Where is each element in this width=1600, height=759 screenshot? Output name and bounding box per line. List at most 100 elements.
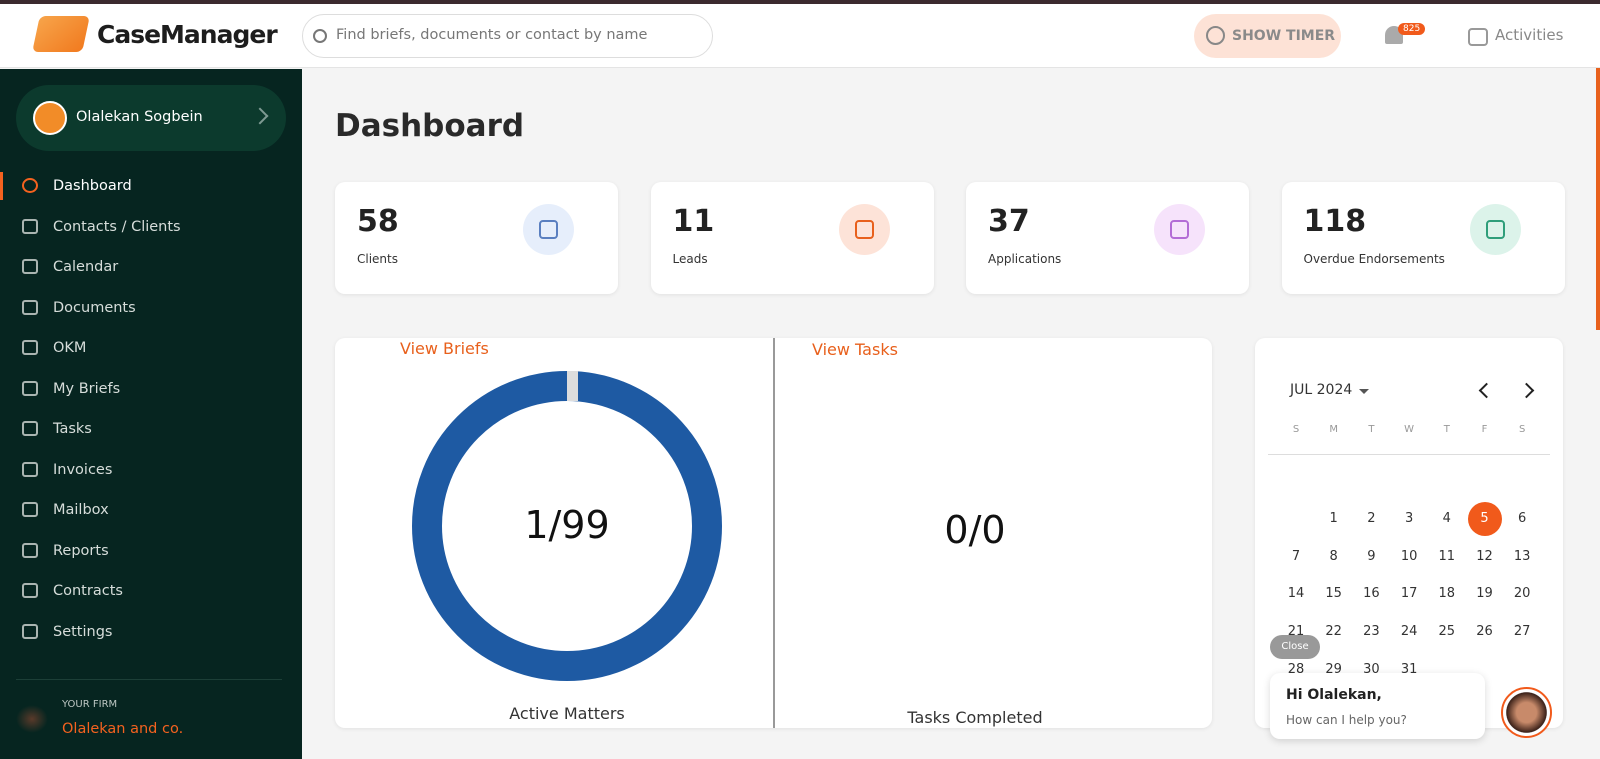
menu-item[interactable]: OKM	[0, 328, 302, 368]
stat-label: Leads	[672, 252, 708, 266]
activities-link[interactable]: Activities	[1495, 26, 1564, 44]
calendar-day[interactable]: 4	[1442, 511, 1451, 526]
stat-card[interactable]: 58 Clients	[335, 182, 618, 294]
calendar-day[interactable]: 16	[1363, 586, 1380, 602]
calendar-day[interactable]: 11	[1438, 548, 1456, 564]
calendar-day[interactable]: 20	[1513, 586, 1531, 602]
stat-card[interactable]: 11 Leads	[650, 182, 934, 294]
menu-item[interactable]: Reports	[0, 531, 302, 571]
menu-icon	[22, 502, 38, 517]
stat-label: Applications	[988, 252, 1062, 266]
firm-name[interactable]: Olalekan and co.	[62, 721, 184, 737]
calendar-day[interactable]: 25	[1438, 624, 1456, 640]
next-month[interactable]	[1518, 382, 1535, 399]
calendar-day[interactable]: 14	[1287, 586, 1305, 602]
chat-bubble[interactable]: Hi Olalekan, How can I help you?	[1270, 673, 1485, 739]
briefs-donut	[412, 371, 722, 681]
firm-logo	[16, 705, 48, 733]
menu-icon	[22, 623, 38, 639]
calendar-day[interactable]: 12	[1476, 548, 1493, 564]
user-name: Olalekan Sogbein	[76, 109, 203, 125]
scrollbar	[1596, 68, 1600, 330]
stat-icon	[523, 204, 574, 255]
calendar-day[interactable]: 7	[1291, 548, 1301, 564]
menu-icon	[22, 299, 38, 315]
view-tasks-link[interactable]: View Tasks	[812, 340, 898, 359]
user-avatar	[33, 101, 67, 135]
header: CaseManager Find briefs, documents or co…	[0, 4, 1600, 68]
menu-item[interactable]: Contracts	[0, 571, 302, 611]
weekday: S	[1292, 424, 1300, 435]
calendar-month[interactable]: JUL 2024	[1290, 382, 1353, 398]
briefs-caption: Active Matters	[509, 704, 625, 723]
stat-value: 37	[988, 204, 1030, 239]
calendar-day[interactable]: 17	[1400, 586, 1418, 602]
stat-glyph	[539, 220, 558, 239]
calendar-day[interactable]: 18	[1438, 586, 1456, 602]
calendar-day[interactable]: 9	[1367, 548, 1376, 564]
stat-glyph	[1170, 220, 1189, 239]
summary-panel: View Briefs 1/99 Active Matters View Tas…	[335, 338, 1212, 728]
stat-icon	[1469, 204, 1521, 255]
menu-item[interactable]: Settings	[0, 612, 302, 652]
calendar-divider	[1268, 454, 1550, 455]
chat-prompt: How can I help you?	[1286, 713, 1407, 727]
stat-value: 11	[672, 204, 715, 239]
calendar-day[interactable]: 3	[1404, 511, 1414, 526]
panel-divider	[773, 338, 775, 728]
prev-month[interactable]	[1478, 382, 1495, 399]
chat-avatar[interactable]	[1501, 687, 1552, 738]
view-briefs-link[interactable]: View Briefs	[400, 339, 489, 358]
chat-close[interactable]: Close	[1270, 635, 1320, 659]
calendar-day[interactable]: 5	[1467, 502, 1502, 536]
show-timer-button[interactable]: SHOW TIMER	[1194, 14, 1341, 58]
calendar-day[interactable]: 13	[1513, 548, 1531, 564]
menu-item[interactable]: Dashboard	[0, 166, 302, 206]
menu-item[interactable]: Contacts / Clients	[0, 207, 302, 247]
logo[interactable]: CaseManager	[97, 20, 278, 49]
calendar-day[interactable]: 8	[1329, 548, 1338, 564]
calendar-day[interactable]: 2	[1367, 511, 1376, 526]
stat-glyph	[1485, 220, 1505, 239]
tasks-value: 0/0	[944, 508, 1006, 552]
calendar-day[interactable]: 10	[1400, 548, 1418, 564]
search-placeholder: Find briefs, documents or contact by nam…	[336, 27, 648, 43]
calendar-day[interactable]: 1	[1329, 511, 1338, 526]
stat-label: Overdue Endorsements	[1303, 252, 1445, 266]
calendar-day[interactable]: 6	[1518, 511, 1527, 526]
calendar-day[interactable]: 26	[1476, 624, 1493, 640]
menu-item[interactable]: Tasks	[0, 409, 302, 449]
sidebar: Olalekan Sogbein YOUR FIRM Olalekan and …	[0, 69, 302, 759]
weekday: W	[1404, 424, 1415, 435]
calendar-day[interactable]: 23	[1363, 624, 1380, 640]
calendar-day[interactable]: 27	[1513, 624, 1531, 640]
weekday: F	[1481, 424, 1488, 435]
menu-item[interactable]: Documents	[0, 288, 302, 328]
notification-badge: 825	[1398, 23, 1426, 35]
menu-item[interactable]: Invoices	[0, 450, 302, 490]
user-pill[interactable]: Olalekan Sogbein	[16, 85, 286, 151]
active-indicator	[0, 172, 3, 200]
calendar-day[interactable]: 22	[1325, 624, 1342, 640]
menu-icon	[22, 461, 38, 477]
menu-icon	[22, 178, 38, 193]
stat-card[interactable]: 118 Overdue Endorsements	[1281, 182, 1565, 294]
menu-item[interactable]: Calendar	[0, 247, 302, 287]
menu-icon	[22, 340, 38, 355]
calendar-day[interactable]: 15	[1325, 586, 1342, 602]
menu-icon	[22, 218, 38, 234]
calendar-day[interactable]: 19	[1476, 586, 1493, 602]
menu-item[interactable]: Mailbox	[0, 490, 302, 530]
menu-icon	[22, 380, 38, 396]
stat-card[interactable]: 37 Applications	[966, 182, 1249, 294]
weekday: S	[1519, 424, 1526, 435]
stat-icon	[838, 204, 890, 255]
search-box[interactable]: Find briefs, documents or contact by nam…	[302, 14, 713, 58]
stat-icon	[1154, 204, 1205, 255]
menu-icon	[22, 421, 38, 436]
activities-icon	[1468, 28, 1488, 46]
menu-item[interactable]: My Briefs	[0, 369, 302, 409]
calendar-day[interactable]: 24	[1400, 624, 1418, 640]
search-icon	[313, 29, 327, 43]
